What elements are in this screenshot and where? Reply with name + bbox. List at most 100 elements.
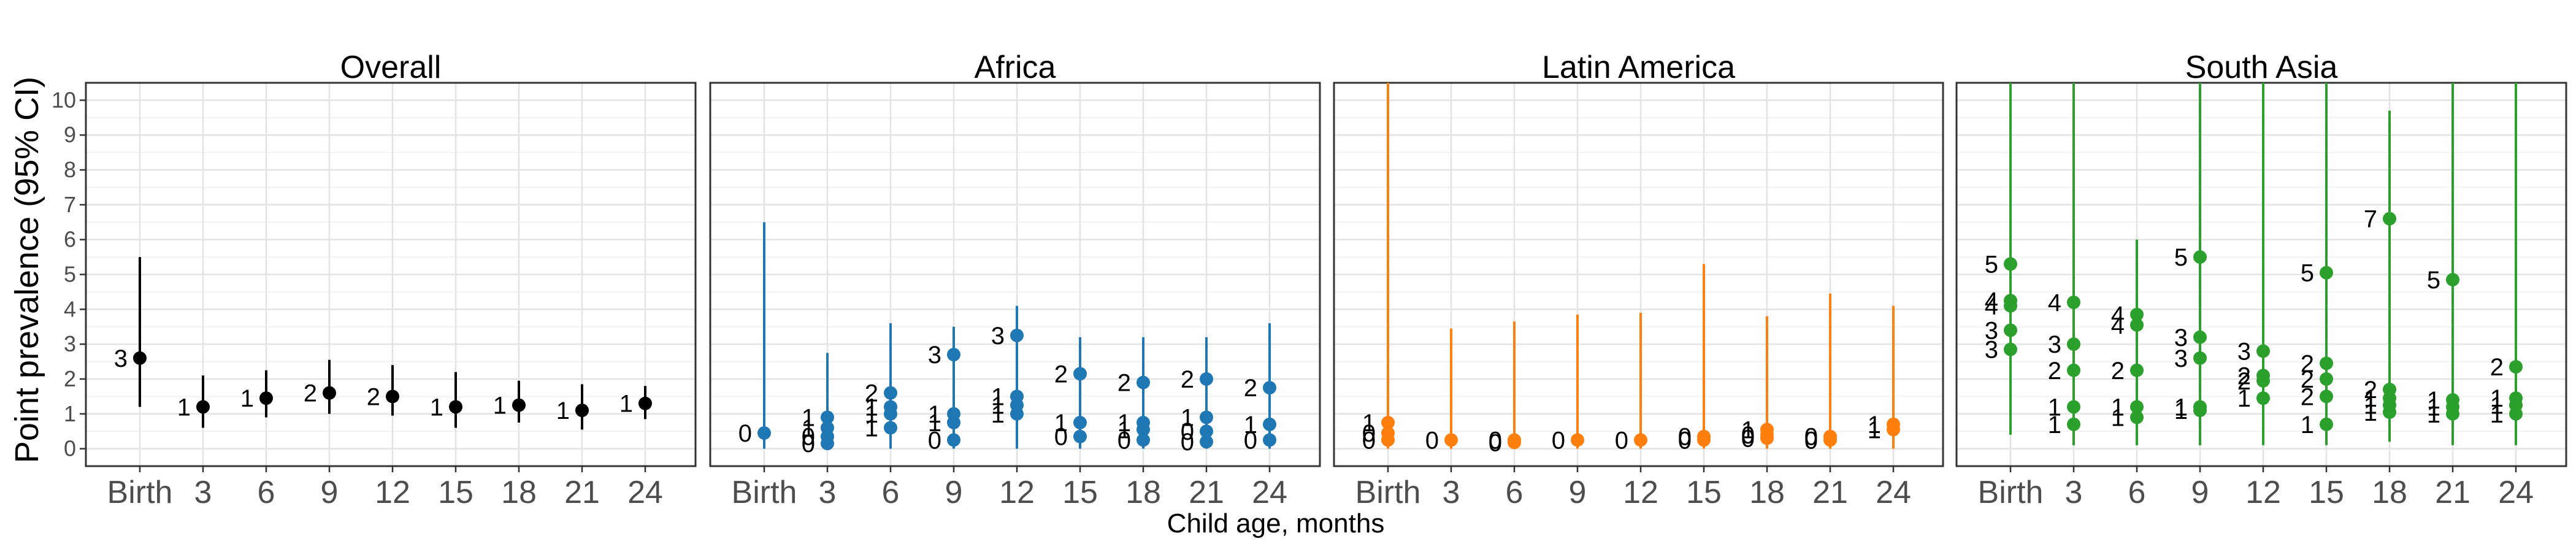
x-axis-title: Child age, months — [1167, 508, 1385, 539]
point-label: 1 — [2490, 393, 2504, 420]
data-point — [2193, 250, 2207, 264]
point-label: 1 — [1244, 412, 1257, 439]
point-label: 3 — [114, 345, 128, 372]
panel-marks — [133, 257, 652, 430]
data-point — [2383, 405, 2396, 419]
data-point — [2320, 417, 2333, 431]
data-point — [1697, 433, 1711, 447]
x-tick-label: 24 — [2498, 475, 2534, 510]
data-point — [2320, 266, 2333, 280]
data-point — [947, 348, 960, 362]
y-tick-label: 2 — [64, 366, 76, 391]
point-label: 5 — [2301, 260, 2314, 287]
data-point — [2067, 337, 2080, 351]
data-point — [2383, 212, 2396, 226]
data-point — [2320, 389, 2333, 404]
point-label: 2 — [2364, 377, 2377, 404]
point-label: 4 — [1985, 293, 1998, 320]
y-tick-label: 3 — [64, 331, 76, 356]
point-label: 7 — [2364, 206, 2377, 233]
y-tick-label: 9 — [64, 122, 76, 147]
data-point — [1508, 435, 1521, 450]
x-tick-label: Birth — [107, 475, 173, 510]
point-label: 1 — [2111, 394, 2125, 421]
panel-border — [1955, 82, 2567, 467]
point-label: 3 — [1985, 317, 1998, 344]
data-point — [2130, 318, 2144, 332]
x-tick-label: 12 — [2245, 475, 2281, 510]
point-label: 0 — [1425, 427, 1439, 454]
point-label: 3 — [2048, 331, 2061, 358]
x-tick-label: 24 — [1876, 475, 1911, 510]
data-point — [1137, 433, 1150, 447]
data-point — [1200, 424, 1213, 439]
point-label: 2 — [1244, 375, 1257, 402]
x-tick-label: 6 — [1506, 475, 1524, 510]
x-tick-label: 15 — [1686, 475, 1722, 510]
data-point — [2320, 356, 2333, 370]
point-label: 2 — [2301, 350, 2314, 377]
data-point — [1760, 431, 1774, 445]
point-label: 1 — [2427, 394, 2440, 421]
point-label: 0 — [1678, 427, 1692, 454]
data-point — [638, 396, 652, 410]
point-label: 1 — [865, 401, 878, 428]
data-point — [884, 421, 897, 435]
y-axis-title: Point prevalence (95% CI) — [9, 77, 45, 463]
data-point — [1263, 433, 1276, 447]
panel-border — [709, 82, 1321, 467]
data-point — [1200, 435, 1213, 449]
point-label: 1 — [2427, 401, 2440, 428]
point-label: 0 — [1552, 427, 1565, 454]
point-label: 0 — [1741, 426, 1755, 453]
data-point — [1073, 415, 1087, 429]
point-label: 3 — [2174, 345, 2188, 372]
point-label: 1 — [928, 401, 941, 428]
point-label: 2 — [2048, 358, 2061, 385]
point-label: 1 — [1741, 416, 1755, 443]
point-label: 1 — [2490, 385, 2504, 412]
point-label: 1 — [619, 391, 633, 418]
data-point — [2193, 351, 2207, 365]
x-tick-label: 3 — [194, 475, 212, 510]
point-label: 1 — [865, 394, 878, 421]
point-label: 1 — [2364, 399, 2377, 426]
data-point — [1137, 375, 1150, 389]
point-label: 3 — [1985, 337, 1998, 364]
y-tick-label: 8 — [64, 157, 76, 182]
x-tick-label: 12 — [1623, 475, 1658, 510]
x-tick-label: 9 — [2191, 475, 2209, 510]
data-point — [1444, 433, 1458, 447]
point-label: 0 — [1741, 422, 1755, 449]
point-label: 1 — [430, 394, 443, 421]
y-tick-label: 6 — [64, 227, 76, 252]
data-point — [2446, 273, 2459, 287]
data-point — [323, 386, 336, 400]
point-label: 1 — [2174, 397, 2188, 424]
x-tick-label: 24 — [1252, 475, 1287, 510]
data-point — [2130, 363, 2144, 377]
data-point — [2256, 374, 2270, 388]
point-label: 2 — [304, 380, 317, 407]
point-label: 0 — [1804, 424, 1818, 451]
data-point — [2004, 299, 2017, 313]
point-label: 2 — [1181, 366, 1194, 393]
point-label: 0 — [802, 431, 815, 458]
point-label: 3 — [928, 342, 941, 369]
point-label: 2 — [2490, 354, 2504, 381]
point-label: 2 — [2237, 362, 2251, 389]
point-label: 0 — [1117, 427, 1131, 454]
data-point — [2004, 323, 2017, 337]
data-point — [1381, 415, 1395, 429]
point-label: 4 — [2048, 289, 2061, 316]
x-tick-label: 3 — [2065, 475, 2083, 510]
panel-marks — [2004, 83, 2523, 445]
data-point — [2067, 295, 2080, 309]
point-label: 1 — [1181, 404, 1194, 431]
point-label: 2 — [1054, 361, 1068, 388]
point-label: 1 — [1054, 410, 1068, 437]
